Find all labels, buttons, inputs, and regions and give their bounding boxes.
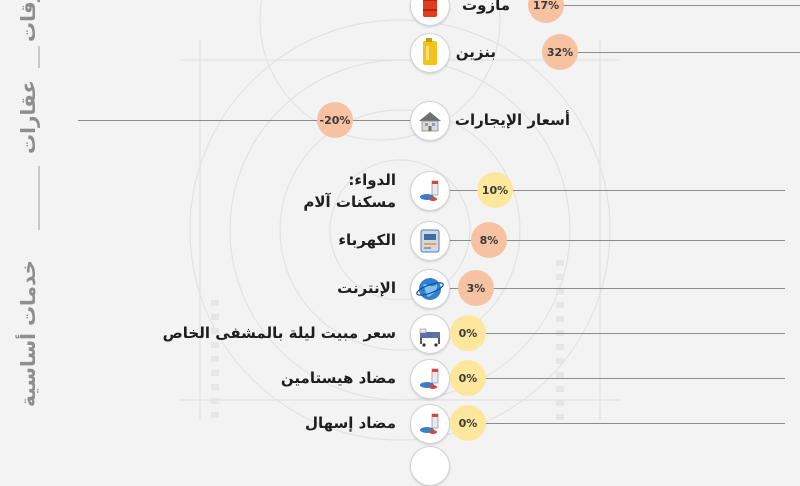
section-label-services: خدمات أساسية	[16, 260, 40, 408]
row-line	[450, 288, 785, 289]
item-label: بنزين	[455, 43, 496, 61]
section-label-realestate: عقارات	[16, 79, 40, 154]
percent-badge: 17%	[528, 0, 564, 23]
row-line	[450, 378, 785, 379]
percent-badge: 0%	[450, 360, 486, 396]
item-label: مازوت	[462, 0, 510, 14]
medicine-icon	[410, 359, 450, 399]
row-line	[450, 333, 785, 334]
globe-icon	[410, 269, 450, 309]
electric-meter-icon	[410, 221, 450, 261]
partial-icon	[410, 446, 450, 486]
section-divider	[38, 170, 40, 230]
item-label: مضاد إسهال	[304, 414, 396, 432]
row-line	[450, 240, 785, 241]
hospital-bed-icon	[410, 314, 450, 354]
medicine-icon	[410, 171, 450, 211]
medicine-icon	[410, 404, 450, 444]
percent-badge: 3%	[458, 270, 494, 306]
section-divider	[38, 46, 40, 68]
item-label: الإنترنت	[337, 279, 396, 297]
fuel-barrel-icon	[410, 0, 450, 26]
item-label: الكهرباء	[338, 231, 396, 249]
item-label: أسعار الإيجارات	[454, 111, 570, 129]
background-decoration	[180, 0, 620, 441]
percent-badge: 32%	[542, 34, 578, 70]
fuel-can-icon	[410, 33, 450, 73]
row-line	[78, 120, 410, 121]
row-line	[450, 190, 785, 191]
item-label-line2: مسكنات آلام	[303, 193, 396, 211]
percent-badge: 0%	[450, 405, 486, 441]
percent-badge: 0%	[450, 315, 486, 351]
percent-badge: 8%	[471, 222, 507, 258]
item-label: مضاد هيستامين	[280, 369, 396, 387]
row-line	[560, 52, 800, 53]
house-icon	[410, 101, 450, 141]
item-label: سعر مبيت ليلة بالمشفى الخاص	[162, 324, 396, 342]
percent-badge: 10%	[477, 172, 513, 208]
percent-badge: -20%	[317, 102, 353, 138]
item-label-line1: الدواء:	[348, 171, 396, 189]
row-line	[560, 5, 800, 6]
row-line	[450, 423, 785, 424]
section-label-fuel: محروقات	[16, 0, 40, 42]
